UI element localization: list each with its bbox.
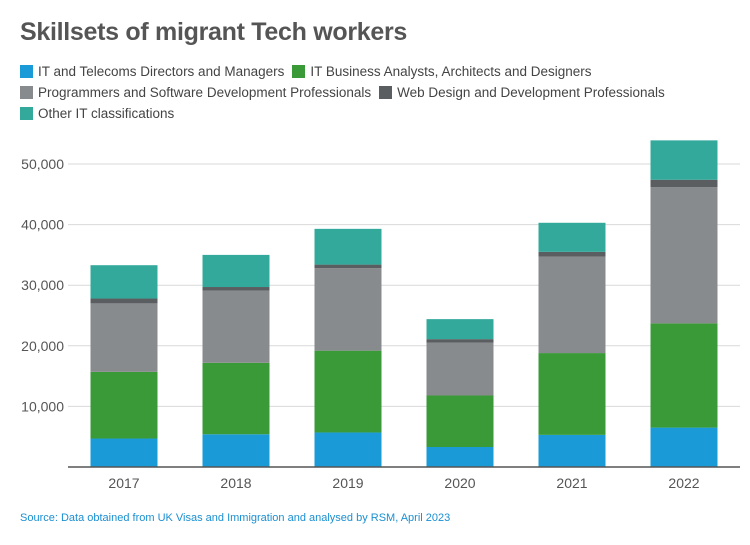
legend-item-directors-managers: IT and Telecoms Directors and Managers <box>20 64 284 79</box>
bar-segment <box>426 339 494 343</box>
bar-segment <box>202 254 270 288</box>
legend-label: IT and Telecoms Directors and Managers <box>38 64 285 79</box>
bar-segment <box>538 434 606 467</box>
bar-segment <box>426 395 494 448</box>
legend-swatch <box>379 86 393 99</box>
bar-segment <box>314 228 382 265</box>
bar-segment <box>650 187 718 324</box>
y-tick-label: 10,000 <box>21 398 64 414</box>
legend-row: Programmers and Software Development Pro… <box>20 82 740 103</box>
bar-segment <box>650 179 718 188</box>
y-tick-label: 40,000 <box>21 217 64 233</box>
x-tick-label: 2021 <box>556 475 587 491</box>
y-tick-label: 50,000 <box>21 156 64 172</box>
bar-segment <box>90 371 158 439</box>
legend-label: Programmers and Software Development Pro… <box>38 85 372 100</box>
legend: IT and Telecoms Directors and Managers I… <box>20 61 740 124</box>
bar-segment <box>314 432 382 467</box>
bar-segment <box>426 342 494 396</box>
bar-segment <box>650 427 718 467</box>
x-tick-label: 2020 <box>444 475 475 491</box>
bar-segment <box>426 319 494 340</box>
bar-segment <box>90 265 158 299</box>
bar-segment <box>426 447 494 467</box>
legend-item-web-design: Web Design and Development Professionals <box>379 85 665 100</box>
bar-segment <box>538 251 606 257</box>
bar-segment <box>202 434 270 467</box>
bar-segment <box>90 298 158 304</box>
bar-segment <box>314 350 382 433</box>
legend-item-programmers: Programmers and Software Development Pro… <box>20 85 371 100</box>
legend-label: IT Business Analysts, Architects and Des… <box>310 64 592 79</box>
y-tick-label: 20,000 <box>21 338 64 354</box>
bar-segment <box>90 303 158 372</box>
bar-segment <box>650 140 718 180</box>
bar-segment <box>202 362 270 435</box>
legend-swatch <box>292 65 306 78</box>
legend-row: Other IT classifications <box>20 103 740 124</box>
legend-swatch <box>20 107 33 120</box>
bar-segment <box>314 264 382 269</box>
bar-segment <box>538 222 606 252</box>
bar-segment <box>650 323 718 428</box>
x-tick-label: 2018 <box>220 475 251 491</box>
legend-swatch <box>20 86 33 99</box>
chart-title: Skillsets of migrant Tech workers <box>20 18 407 46</box>
legend-item-business-analysts: IT Business Analysts, Architects and Des… <box>292 64 592 79</box>
source-note: Source: Data obtained from UK Visas and … <box>20 512 451 524</box>
bar-segment <box>538 256 606 354</box>
legend-label: Other IT classifications <box>38 106 175 121</box>
legend-item-other-it: Other IT classifications <box>20 106 174 121</box>
bar-segment <box>538 353 606 435</box>
x-tick-label: 2019 <box>332 475 363 491</box>
y-tick-label: 30,000 <box>21 277 64 293</box>
legend-label: Web Design and Development Professionals <box>397 85 665 100</box>
legend-swatch <box>20 65 33 78</box>
legend-row: IT and Telecoms Directors and Managers I… <box>20 61 740 82</box>
x-tick-label: 2022 <box>668 475 699 491</box>
x-tick-label: 2017 <box>108 475 139 491</box>
bar-segment <box>314 268 382 351</box>
bar-segment <box>202 290 270 363</box>
bar-segment <box>202 287 270 291</box>
bar-segment <box>90 438 158 467</box>
